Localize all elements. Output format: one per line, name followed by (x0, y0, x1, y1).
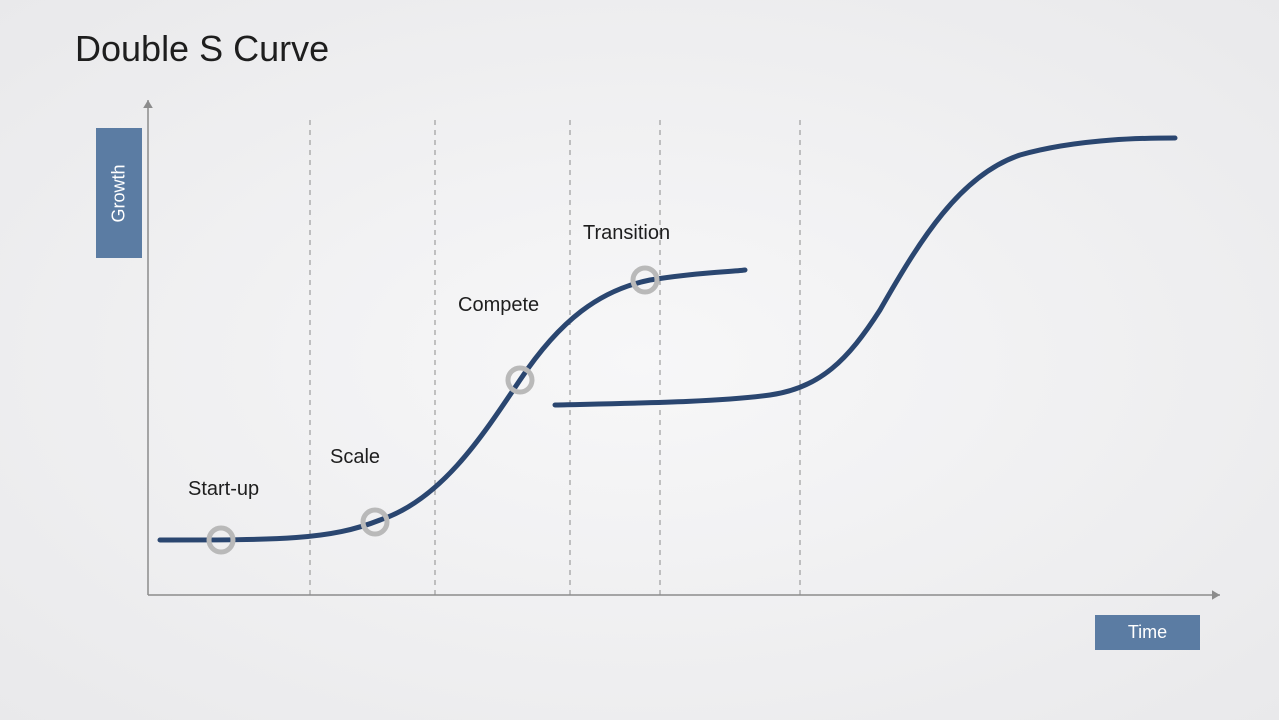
stage-label: Scale (330, 446, 380, 469)
axis-arrowhead (1212, 590, 1220, 600)
s-curve-2 (555, 138, 1175, 405)
axis-arrowhead (143, 100, 153, 108)
chart-svg (0, 0, 1279, 720)
y-axis-label-text: Growth (109, 164, 130, 222)
grid-lines (310, 120, 800, 595)
y-axis-label: Growth (96, 128, 142, 258)
stage-label: Transition (583, 222, 670, 245)
axes (143, 100, 1220, 600)
stage-label: Start-up (188, 478, 259, 501)
x-axis-label: Time (1095, 615, 1200, 650)
stage-label: Compete (458, 294, 539, 317)
stage-markers (209, 268, 657, 552)
x-axis-label-text: Time (1128, 622, 1167, 643)
slide-root: Double S Curve Growth Time Start-upScale… (0, 0, 1279, 720)
